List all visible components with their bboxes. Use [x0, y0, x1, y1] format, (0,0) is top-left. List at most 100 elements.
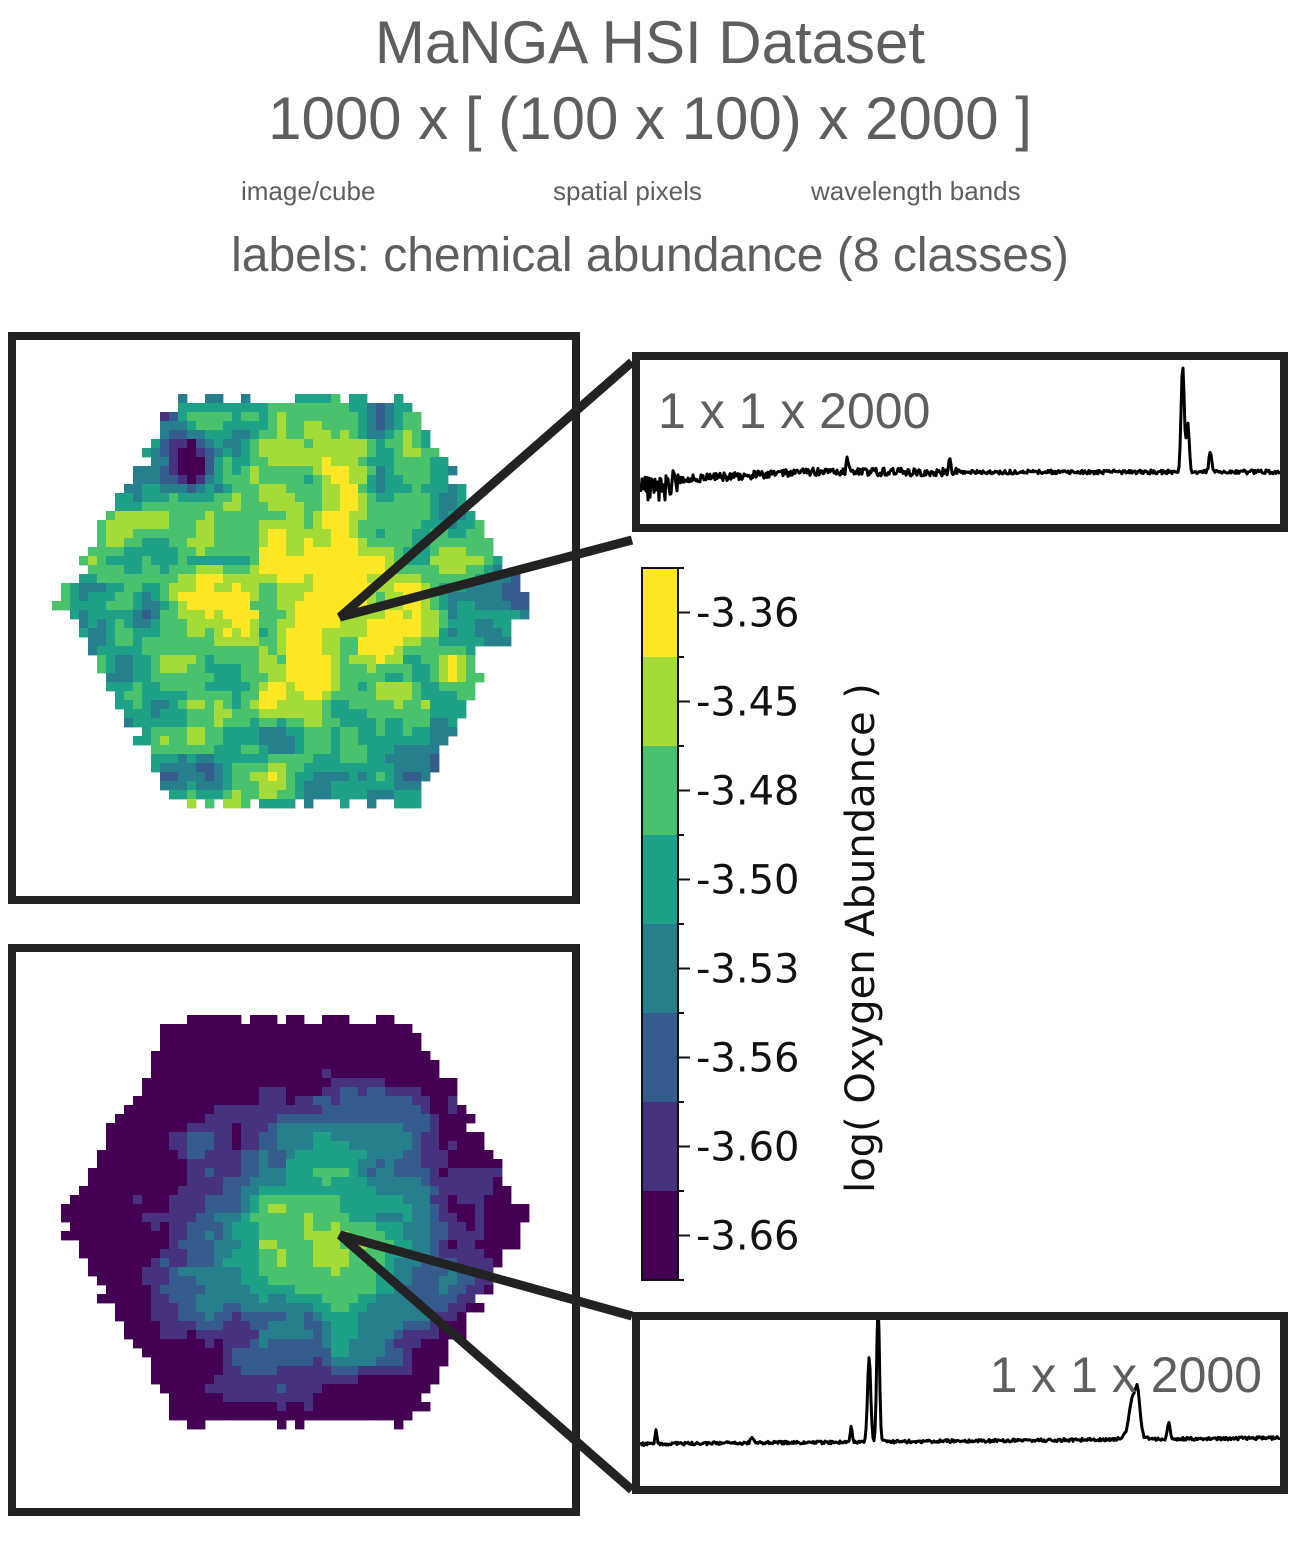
map-pixel	[430, 1294, 440, 1304]
map-pixel	[448, 574, 458, 584]
map-pixel	[439, 1249, 449, 1259]
map-pixel	[142, 664, 152, 674]
map-pixel	[331, 1060, 341, 1070]
map-pixel	[286, 1402, 296, 1412]
map-pixel	[304, 556, 314, 566]
map-pixel	[430, 709, 440, 719]
map-pixel	[205, 664, 215, 674]
map-pixel	[313, 1294, 323, 1304]
map-pixel	[448, 1285, 458, 1295]
map-pixel	[250, 1375, 260, 1385]
map-pixel	[169, 583, 179, 593]
map-pixel	[259, 520, 269, 530]
map-pixel	[268, 412, 278, 422]
map-pixel	[421, 484, 431, 494]
map-pixel	[367, 1213, 377, 1223]
map-pixel	[223, 1312, 233, 1322]
map-pixel	[295, 412, 305, 422]
map-pixel	[160, 1231, 170, 1241]
map-pixel	[286, 781, 296, 791]
map-pixel	[430, 1060, 440, 1070]
map-pixel	[340, 1411, 350, 1421]
map-pixel	[340, 646, 350, 656]
map-pixel	[313, 1204, 323, 1214]
map-pixel	[448, 628, 458, 638]
map-pixel	[376, 466, 386, 476]
map-pixel	[358, 628, 368, 638]
map-pixel	[412, 1330, 422, 1340]
map-pixel	[313, 430, 323, 440]
map-pixel	[331, 781, 341, 791]
map-pixel	[322, 655, 332, 665]
map-pixel	[241, 1096, 251, 1106]
map-pixel	[430, 718, 440, 728]
map-pixel	[430, 655, 440, 665]
map-pixel	[142, 1204, 152, 1214]
map-pixel	[367, 691, 377, 701]
map-pixel	[277, 1132, 287, 1142]
map-pixel	[196, 1042, 206, 1052]
map-pixel	[412, 493, 422, 503]
map-pixel	[79, 1195, 89, 1205]
map-pixel	[250, 1186, 260, 1196]
map-pixel	[268, 493, 278, 503]
map-pixel	[322, 601, 332, 611]
map-pixel	[295, 556, 305, 566]
map-pixel	[331, 538, 341, 548]
map-pixel	[367, 1168, 377, 1178]
map-pixel	[115, 682, 125, 692]
map-pixel	[304, 1330, 314, 1340]
map-pixel	[412, 1213, 422, 1223]
map-pixel	[322, 754, 332, 764]
map-pixel	[268, 1393, 278, 1403]
map-pixel	[214, 610, 224, 620]
map-pixel	[214, 1366, 224, 1376]
map-pixel	[322, 394, 332, 404]
map-pixel	[106, 529, 116, 539]
map-pixel	[430, 637, 440, 647]
map-pixel	[241, 1312, 251, 1322]
map-pixel	[295, 1330, 305, 1340]
map-pixel	[322, 538, 332, 548]
map-pixel	[331, 430, 341, 440]
map-pixel	[367, 1276, 377, 1286]
map-pixel	[142, 637, 152, 647]
map-pixel	[430, 1114, 440, 1124]
map-pixel	[403, 1186, 413, 1196]
map-pixel	[241, 673, 251, 683]
map-pixel	[223, 601, 233, 611]
map-pixel	[106, 1294, 116, 1304]
map-pixel	[340, 1402, 350, 1412]
map-pixel	[106, 565, 116, 575]
map-pixel	[331, 592, 341, 602]
map-pixel	[448, 1177, 458, 1187]
map-pixel	[232, 673, 242, 683]
map-pixel	[304, 682, 314, 692]
map-pixel	[205, 412, 215, 422]
map-pixel	[331, 1069, 341, 1079]
map-pixel	[286, 1096, 296, 1106]
map-pixel	[142, 1321, 152, 1331]
map-pixel	[439, 520, 449, 530]
map-pixel	[430, 628, 440, 638]
map-pixel	[196, 484, 206, 494]
map-pixel	[223, 682, 233, 692]
map-pixel	[205, 529, 215, 539]
map-pixel	[79, 574, 89, 584]
map-pixel	[430, 727, 440, 737]
map-pixel	[385, 1150, 395, 1160]
map-pixel	[286, 709, 296, 719]
map-pixel	[439, 1114, 449, 1124]
map-pixel	[367, 790, 377, 800]
map-pixel	[133, 673, 143, 683]
map-pixel	[322, 583, 332, 593]
map-pixel	[313, 493, 323, 503]
map-pixel	[448, 646, 458, 656]
map-pixel	[160, 1321, 170, 1331]
map-pixel	[97, 1195, 107, 1205]
map-pixel	[259, 1267, 269, 1277]
map-pixel	[214, 772, 224, 782]
map-pixel	[277, 1339, 287, 1349]
map-pixel	[223, 1078, 233, 1088]
map-pixel	[304, 691, 314, 701]
